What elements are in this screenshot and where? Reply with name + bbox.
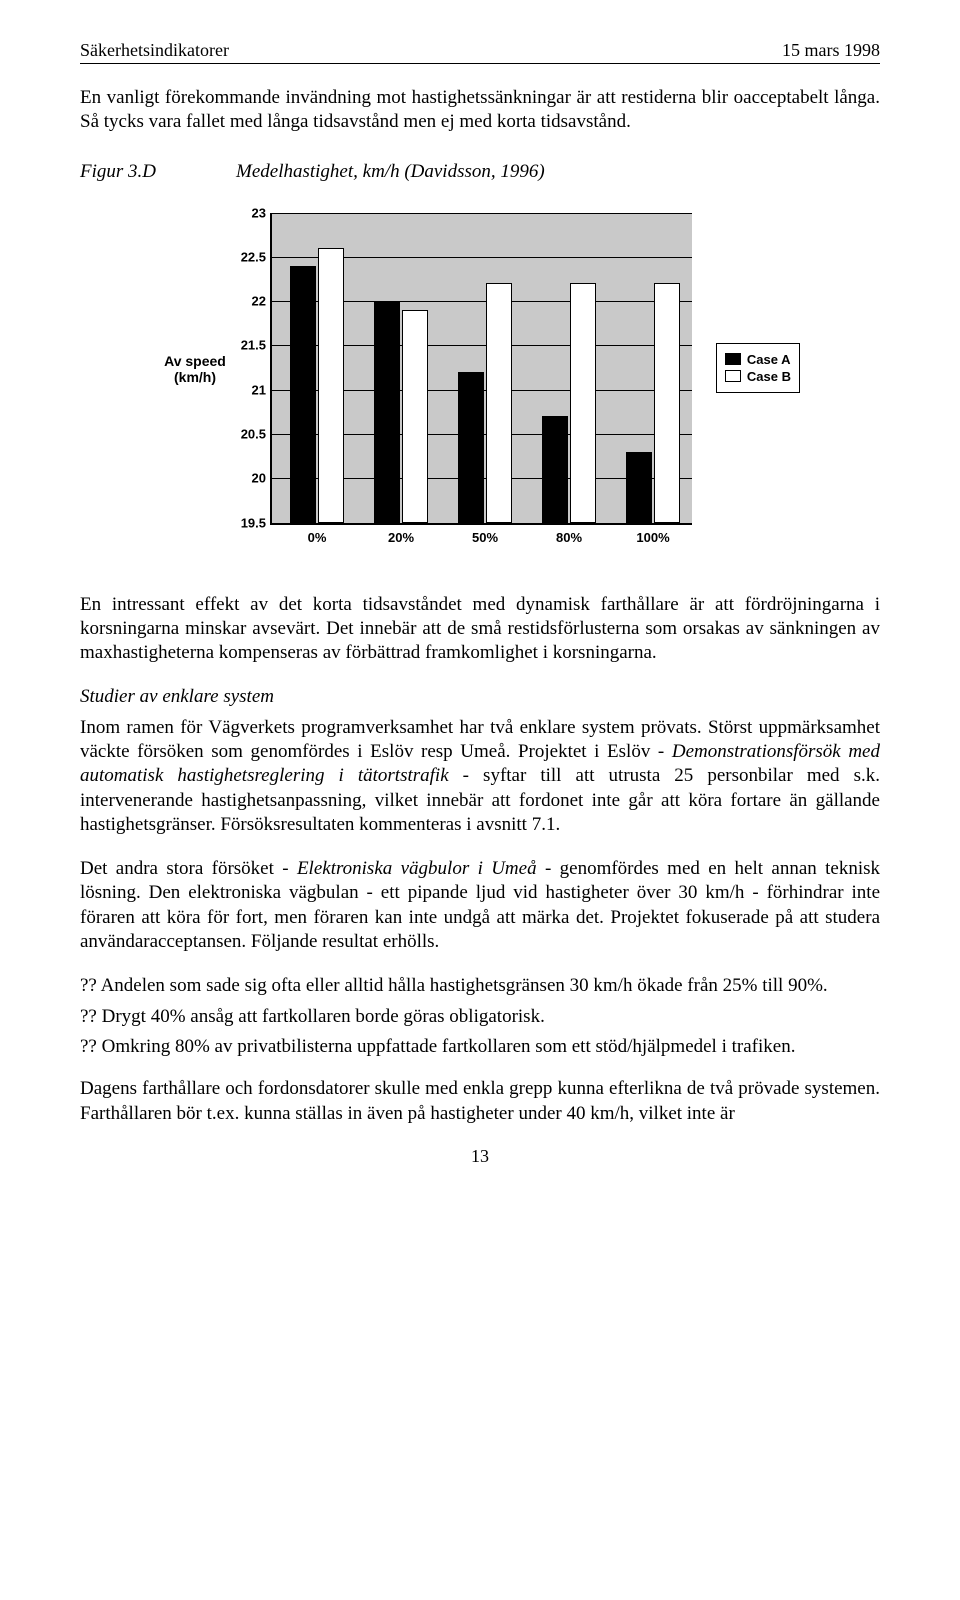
- paragraph-1: En vanligt förekommande invändning mot h…: [80, 86, 880, 135]
- legend-row: Case A: [725, 352, 791, 367]
- plot-area: 19.52020.52121.52222.5230%20%50%80%100%: [270, 213, 692, 525]
- paragraph-5: Dagens farthållare och fordonsdatorer sk…: [80, 1077, 880, 1126]
- page-number: 13: [80, 1146, 880, 1167]
- ylabel-line2: (km/h): [174, 369, 216, 385]
- legend-label-a: Case A: [747, 352, 791, 367]
- p4-italic: Elektroniska vägbulor i Umeå: [297, 858, 537, 879]
- paragraph-3: Inom ramen för Vägverkets programverksam…: [80, 716, 880, 838]
- swatch-white: [725, 370, 741, 382]
- header-left: Säkerhetsindikatorer: [80, 40, 229, 61]
- paragraph-4: Det andra stora försöket - Elektroniska …: [80, 857, 880, 954]
- figure-caption-row: Figur 3.D Medelhastighet, km/h (Davidsso…: [80, 161, 880, 183]
- page: Säkerhetsindikatorer 15 mars 1998 En van…: [0, 0, 960, 1207]
- figure-label: Figur 3.D: [80, 161, 156, 183]
- paragraph-2: En intressant effekt av det korta tidsav…: [80, 593, 880, 666]
- bullet-1: ?? Andelen som sade sig ofta eller allti…: [80, 974, 880, 998]
- header-rule: [80, 63, 880, 64]
- figure-caption: Medelhastighet, km/h (Davidsson, 1996): [236, 161, 545, 183]
- y-axis-label: Av speed (km/h): [160, 353, 230, 387]
- legend-label-b: Case B: [747, 369, 791, 384]
- chart-legend: Case A Case B: [716, 343, 800, 393]
- speed-chart: Av speed (km/h) 19.52020.52121.52222.523…: [160, 203, 800, 563]
- swatch-black: [725, 353, 741, 365]
- ylabel-line1: Av speed: [164, 353, 226, 369]
- legend-row: Case B: [725, 369, 791, 384]
- header-right: 15 mars 1998: [782, 40, 880, 61]
- subheading: Studier av enklare system: [80, 686, 880, 708]
- p4-pre: Det andra stora försöket -: [80, 858, 297, 879]
- page-header: Säkerhetsindikatorer 15 mars 1998: [80, 40, 880, 61]
- bullet-3: ?? Omkring 80% av privatbilisterna uppfa…: [80, 1035, 880, 1059]
- bullet-2: ?? Drygt 40% ansåg att fartkollaren bord…: [80, 1005, 880, 1029]
- chart-container: Av speed (km/h) 19.52020.52121.52222.523…: [80, 203, 880, 563]
